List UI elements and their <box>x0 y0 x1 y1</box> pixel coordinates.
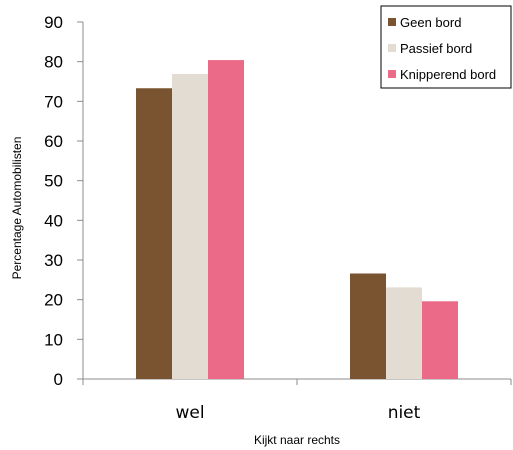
y-tick-label: 10 <box>44 330 63 349</box>
x-category-label: niet <box>388 403 421 423</box>
y-tick-label: 40 <box>44 211 63 230</box>
y-tick-label: 50 <box>44 172 63 191</box>
y-tick-label: 80 <box>44 53 63 72</box>
y-axis-title: Percentage Automobilisten <box>10 137 24 280</box>
y-tick-label: 30 <box>44 251 63 270</box>
legend-label: Geen bord <box>400 15 461 30</box>
y-tick-label: 60 <box>44 132 63 151</box>
legend-label: Passief bord <box>400 41 472 56</box>
y-tick-label: 0 <box>54 370 63 389</box>
legend-label: Knipperend bord <box>400 67 496 82</box>
legend-swatch <box>388 18 396 26</box>
bar-wel-1 <box>172 74 208 379</box>
legend: Geen bord Passief bord Knipperend bord <box>381 6 511 88</box>
bar-niet-2 <box>422 301 458 379</box>
bar-niet-0 <box>350 273 386 379</box>
legend-swatch <box>388 44 396 52</box>
bar-niet-1 <box>386 287 422 379</box>
x-axis: wel niet <box>83 379 511 423</box>
y-tick-label: 90 <box>44 13 63 32</box>
bar-wel-0 <box>136 88 172 379</box>
x-axis-title: Kijkt naar rechts <box>254 433 340 447</box>
y-tick-label: 70 <box>44 92 63 111</box>
bars <box>136 60 458 379</box>
x-category-label: wel <box>175 403 204 423</box>
y-axis: 0 10 20 30 40 50 60 70 80 90 <box>44 13 83 389</box>
bar-wel-2 <box>208 60 244 379</box>
y-tick-label: 20 <box>44 291 63 310</box>
legend-swatch <box>388 70 396 78</box>
